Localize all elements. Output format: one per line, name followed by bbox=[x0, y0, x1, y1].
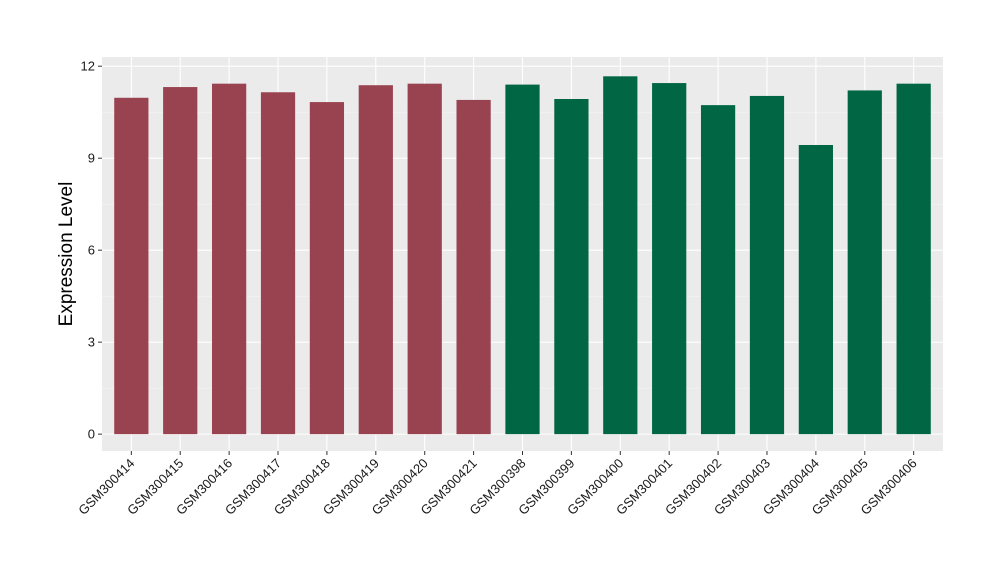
bar-gsm300406 bbox=[896, 83, 931, 435]
bar-gsm300418 bbox=[309, 102, 345, 435]
bar-gsm300398 bbox=[505, 84, 540, 435]
y-tick-label: 0 bbox=[88, 427, 95, 442]
y-axis-title: Expression Level bbox=[56, 182, 77, 327]
bar-gsm300414 bbox=[114, 97, 149, 435]
bar-gsm300421 bbox=[456, 99, 491, 435]
bar-gsm300400 bbox=[603, 76, 638, 435]
bar-gsm300404 bbox=[798, 144, 833, 435]
bars bbox=[114, 76, 931, 435]
bar-gsm300403 bbox=[749, 95, 785, 435]
x-axis: GSM300414GSM300415GSM300416GSM300417GSM3… bbox=[75, 451, 920, 518]
bar-gsm300402 bbox=[700, 105, 736, 435]
y-tick-label: 9 bbox=[88, 151, 95, 166]
y-tick-label: 12 bbox=[81, 59, 95, 74]
bar-gsm300416 bbox=[212, 83, 247, 435]
bar-gsm300415 bbox=[163, 87, 198, 435]
bar-gsm300420 bbox=[407, 83, 442, 435]
bar-gsm300419 bbox=[358, 85, 393, 435]
bar-gsm300401 bbox=[652, 83, 687, 435]
y-tick-label: 6 bbox=[88, 243, 95, 258]
bar-gsm300405 bbox=[847, 90, 882, 435]
bar-gsm300417 bbox=[260, 92, 296, 435]
y-axis: 0 3 6 9 12 bbox=[81, 59, 102, 442]
bar-gsm300399 bbox=[554, 99, 589, 435]
y-tick-label: 3 bbox=[88, 335, 95, 350]
